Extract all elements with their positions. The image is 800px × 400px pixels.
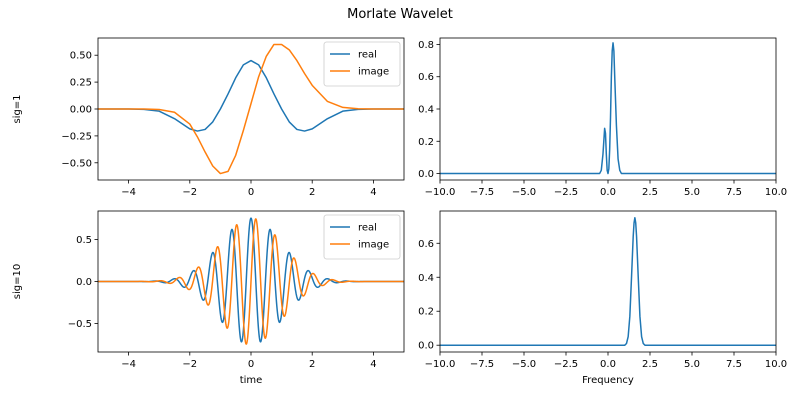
x-tick-label: −7.5 [470,187,494,198]
x-axis-label: time [240,375,263,386]
x-tick-label: 7.5 [726,359,742,370]
x-tick-label: −2 [182,359,197,370]
x-tick-label: 5.0 [684,359,700,370]
x-tick-label: 10.0 [765,187,787,198]
series-line-image [98,43,404,175]
x-tick-label: −2.5 [554,187,578,198]
x-tick-label: −2.5 [554,359,578,370]
legend-label-image: image [358,240,389,251]
plot-lines [440,42,776,175]
figure-title: Morlate Wavelet [347,7,453,22]
x-tick-label: −4 [121,359,136,370]
series-line-series-0 [440,217,776,346]
y-tick-label: 0.25 [70,78,92,89]
y-tick-label: −0.5 [68,319,92,330]
legend-box [323,41,401,87]
y-tick-label: 0.6 [418,239,434,250]
series-line-image [98,218,404,345]
x-tick-label: 2 [309,359,315,370]
legend-label-image: image [358,67,389,78]
legend-label-real: real [358,50,377,61]
y-tick-label: 0.4 [418,105,434,116]
y-tick-label: 0.00 [70,105,92,116]
x-tick-label: 5.0 [684,187,700,198]
legend-box [323,214,401,260]
x-tick-label: 2.5 [642,187,658,198]
y-axis-label: sig=1 [12,94,23,123]
x-tick-label: −5.0 [512,187,536,198]
x-tick-label: 10.0 [765,359,787,370]
subplot-bottom-right: −10.0 −7.5 −5.0 −2.5 0.0 2.5 5.0 7.5 10.0 0.0 0.2 0… [418,210,787,386]
y-tick-label: 0.2 [418,137,434,148]
x-tick-label: 4 [370,359,376,370]
x-tick-label: −10.0 [425,187,456,198]
x-tick-label: −2 [182,187,197,198]
legend: real image [323,41,401,87]
x-tick-label: 7.5 [726,187,742,198]
x-tick-label: 0 [248,187,254,198]
x-tick-label: 4 [370,187,376,198]
legend: real image [323,214,401,260]
y-tick-label: 0.6 [418,72,434,83]
plot-lines [440,217,776,346]
y-tick-label: 0.0 [418,341,434,352]
x-tick-label: −7.5 [470,359,494,370]
plot-lines [98,217,404,345]
y-tick-label: 0.4 [418,273,434,284]
x-tick-label: 2 [309,187,315,198]
series-line-real [98,59,404,132]
x-tick-label: −4 [121,187,136,198]
x-axis-label: Frequency [582,375,634,386]
x-tick-label: −10.0 [425,359,456,370]
plot-lines [98,43,404,175]
x-tick-label: 0.0 [600,187,616,198]
y-axis-label: sig=10 [12,264,23,299]
x-tick-label: 0.0 [600,359,616,370]
x-tick-label: −5.0 [512,359,536,370]
y-tick-label: −0.50 [61,158,92,169]
y-tick-label: 0.8 [418,40,434,51]
y-tick-label: 0.50 [70,51,92,62]
legend-label-real: real [358,223,377,234]
x-tick-label: 2.5 [642,359,658,370]
y-tick-label: 0.0 [76,277,92,288]
subplot-top-right: −10.0 −7.5 −5.0 −2.5 0.0 2.5 5.0 7.5 10.0 0.0 0.2 0… [418,37,787,198]
y-tick-label: −0.25 [61,131,92,142]
subplot-bottom-left: −4 −2 0 2 4 −0.5 0.0 0.5 time sig=10 real image [12,210,405,386]
y-tick-label: 0.5 [76,235,92,246]
series-line-series-0 [440,42,776,175]
x-tick-label: 0 [248,359,254,370]
y-tick-label: 0.0 [418,169,434,180]
y-tick-label: 0.2 [418,307,434,318]
subplot-top-left: −4 −2 0 2 4 −0.50 −0.25 0.00 0.25 0.50 sig=1 real im… [12,37,405,198]
